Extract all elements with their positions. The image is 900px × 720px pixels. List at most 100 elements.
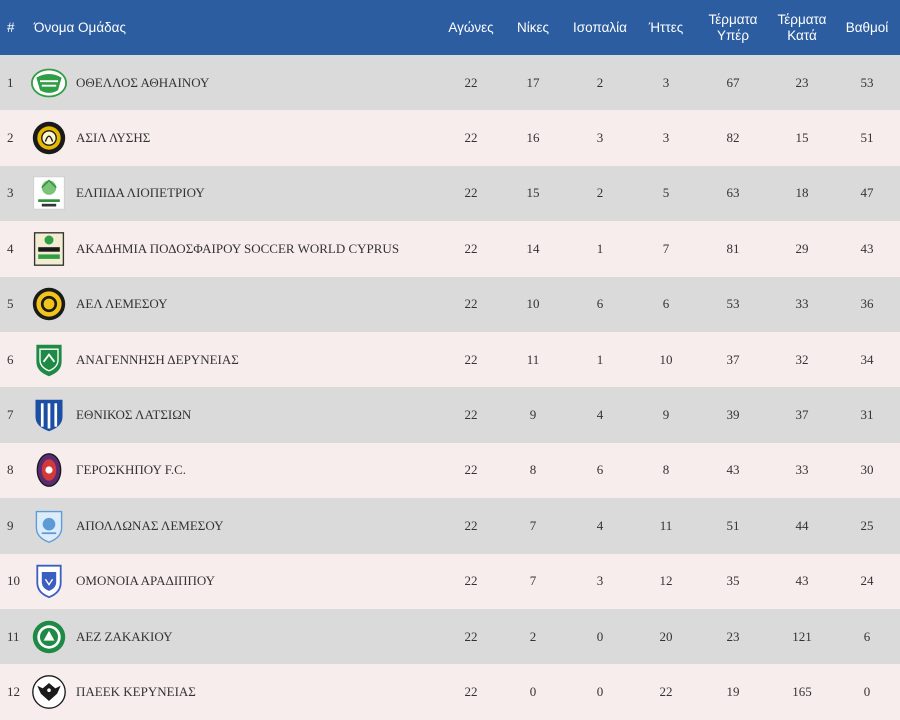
cell-team: ΑΣΙΛ ΛΥΣΗΣ [30, 110, 440, 165]
team-info: ΑΣΙΛ ΛΥΣΗΣ [30, 119, 440, 157]
cell-goals-against: 44 [795, 517, 809, 533]
team-info: ΑΕΖ ΖΑΚΑΚΙΟΥ [30, 618, 440, 656]
cell-goals-for: 67 [726, 74, 740, 90]
cell-position: 12 [7, 683, 20, 699]
table-row: 9 ΑΠΟΛΛΩΝΑΣ ΛΕΜΕΣΟΥ 22 7 4 11 51 44 25 [0, 498, 900, 554]
cell-draws: 3 [596, 573, 604, 589]
header-points[interactable]: Βαθμοί [845, 19, 889, 35]
header-played[interactable]: Αγώνες [448, 19, 494, 35]
cell-losses: 11 [659, 517, 673, 533]
cell-losses: 3 [662, 74, 670, 90]
table-row: 7 ΕΘΝΙΚΟΣ ΛΑΤΣΙΩΝ 22 9 4 9 39 37 31 [0, 387, 900, 443]
team-name-link[interactable]: ΑΝΑΓΕΝΝΗΣΗ ΔΕΡΥΝΕΙΑΣ [76, 351, 239, 367]
omonia-logo [30, 562, 68, 600]
table-row: 11 ΑΕΖ ΖΑΚΑΚΙΟΥ 22 2 0 20 23 121 6 [0, 608, 900, 665]
cell-losses: 5 [662, 185, 670, 201]
team-name-link[interactable]: ΓΕΡΟΣΚΗΠΟΥ F.C. [76, 462, 187, 478]
cell-points: 31 [860, 407, 874, 423]
cell-position: 8 [7, 462, 14, 478]
team-name-link[interactable]: ΕΘΝΙΚΟΣ ΛΑΤΣΙΩΝ [76, 407, 192, 423]
header-wins[interactable]: Νίκες [516, 19, 550, 35]
cell-wins: 16 [526, 130, 540, 146]
cell-played: 22 [464, 74, 478, 90]
cell-wins: 7 [529, 517, 537, 533]
cell-team: ΑΚΑΔΗΜΙΑ ΠΟΔΟΣΦΑΙΡΟΥ SOCCER WORLD CYPRUS [30, 221, 440, 276]
team-info: ΕΛΠΙΔΑ ΛΙΟΠΕΤΡΙΟΥ [30, 174, 440, 212]
cell-points: 34 [860, 351, 874, 367]
header-position[interactable]: # [7, 19, 15, 35]
cell-position: 1 [7, 74, 14, 90]
cell-team: ΑΝΑΓΕΝΝΗΣΗ ΔΕΡΥΝΕΙΑΣ [30, 332, 440, 387]
header-draws[interactable]: Ισοπαλία [573, 19, 627, 35]
cell-team: ΟΘΕΛΛΟΣ ΑΘΗΑΙΝΟΥ [30, 55, 440, 110]
cell-draws: 0 [596, 628, 604, 644]
team-name-link[interactable]: ΑΕΛ ΛΕΜΕΣΟΥ [76, 296, 168, 312]
team-info: ΟΘΕΛΛΟΣ ΑΘΗΑΙΝΟΥ [30, 64, 440, 102]
cell-played: 22 [464, 573, 478, 589]
team-name-link[interactable]: ΟΘΕΛΛΟΣ ΑΘΗΑΙΝΟΥ [76, 74, 210, 90]
cell-wins: 0 [529, 683, 537, 699]
cell-wins: 2 [529, 628, 537, 644]
cell-position: 4 [7, 240, 14, 256]
table-row: 6 ΑΝΑΓΕΝΝΗΣΗ ΔΕΡΥΝΕΙΑΣ 22 11 1 10 37 32 34 [0, 331, 900, 388]
table-row: 5 ΑΕΛ ΛΕΜΕΣΟΥ 22 10 6 6 53 33 36 [0, 276, 900, 332]
header-goals-for[interactable]: Τέρματα Υπέρ [708, 11, 758, 43]
header-team-name[interactable]: Όνομα Ομάδας [34, 19, 126, 35]
anagennisi-logo [30, 341, 68, 379]
cell-goals-against: 33 [795, 462, 809, 478]
cell-played: 22 [464, 240, 478, 256]
team-info: ΑΝΑΓΕΝΝΗΣΗ ΔΕΡΥΝΕΙΑΣ [30, 341, 440, 379]
team-name-link[interactable]: ΠΑΕΕΚ ΚΕΡΥΝΕΙΑΣ [76, 683, 196, 699]
team-name-link[interactable]: ΑΕΖ ΖΑΚΑΚΙΟΥ [76, 628, 173, 644]
team-name-link[interactable]: ΕΛΠΙΔΑ ΛΙΟΠΕΤΡΙΟΥ [76, 185, 205, 201]
cell-position: 6 [7, 351, 14, 367]
table-header-row: # Όνομα Ομάδας Αγώνες Νίκες Ισοπαλία Ήττ… [0, 0, 900, 55]
cell-wins: 17 [526, 74, 540, 90]
cell-draws: 1 [596, 240, 604, 256]
cell-goals-against: 43 [795, 573, 809, 589]
cell-goals-against: 18 [795, 185, 809, 201]
cell-team: ΟΜΟΝΟΙΑ ΑΡΑΔΙΠΠΟΥ [30, 554, 440, 609]
cell-draws: 6 [596, 296, 604, 312]
team-name-link[interactable]: ΑΣΙΛ ΛΥΣΗΣ [76, 130, 151, 146]
cell-losses: 12 [659, 573, 673, 589]
cell-goals-for: 53 [726, 296, 740, 312]
cell-goals-against: 32 [795, 351, 809, 367]
cell-played: 22 [464, 407, 478, 423]
team-name-link[interactable]: ΟΜΟΝΟΙΑ ΑΡΑΔΙΠΠΟΥ [76, 573, 216, 589]
cell-position: 5 [7, 296, 14, 312]
cell-played: 22 [464, 462, 478, 478]
cell-team: ΓΕΡΟΣΚΗΠΟΥ F.C. [30, 443, 440, 498]
cell-goals-for: 37 [726, 351, 740, 367]
team-info: ΕΘΝΙΚΟΣ ΛΑΤΣΙΩΝ [30, 396, 440, 434]
elpida-logo [30, 174, 68, 212]
cell-wins: 14 [526, 240, 540, 256]
cell-draws: 4 [596, 517, 604, 533]
cell-position: 10 [7, 573, 20, 589]
team-name-link[interactable]: ΑΠΟΛΛΩΝΑΣ ΛΕΜΕΣΟΥ [76, 517, 224, 533]
cell-points: 30 [860, 462, 874, 478]
table-row: 10 ΟΜΟΝΟΙΑ ΑΡΑΔΙΠΠΟΥ 22 7 3 12 35 43 24 [0, 553, 900, 609]
cell-losses: 8 [662, 462, 670, 478]
cell-goals-against: 165 [792, 683, 812, 699]
cell-goals-against: 37 [795, 407, 809, 423]
cell-goals-for: 63 [726, 185, 740, 201]
header-losses[interactable]: Ήττες [648, 19, 684, 35]
header-goals-against[interactable]: Τέρματα Κατά [777, 11, 827, 43]
cell-team: ΕΛΠΙΔΑ ΛΙΟΠΕΤΡΙΟΥ [30, 166, 440, 221]
team-name-link[interactable]: ΑΚΑΔΗΜΙΑ ΠΟΔΟΣΦΑΙΡΟΥ SOCCER WORLD CYPRUS [76, 240, 400, 256]
cell-played: 22 [464, 628, 478, 644]
cell-points: 43 [860, 240, 874, 256]
cell-position: 3 [7, 185, 14, 201]
cell-played: 22 [464, 130, 478, 146]
cell-goals-for: 81 [726, 240, 740, 256]
cell-goals-for: 43 [726, 462, 740, 478]
team-info: ΟΜΟΝΟΙΑ ΑΡΑΔΙΠΠΟΥ [30, 562, 440, 600]
table-row: 2 ΑΣΙΛ ΛΥΣΗΣ 22 16 3 3 82 15 51 [0, 110, 900, 166]
cell-losses: 7 [662, 240, 670, 256]
cell-points: 0 [863, 683, 871, 699]
table-row: 4 ΑΚΑΔΗΜΙΑ ΠΟΔΟΣΦΑΙΡΟΥ SOCCER WORLD CYPRU… [0, 221, 900, 277]
cell-played: 22 [464, 351, 478, 367]
cell-team: ΑΠΟΛΛΩΝΑΣ ΛΕΜΕΣΟΥ [30, 498, 440, 553]
